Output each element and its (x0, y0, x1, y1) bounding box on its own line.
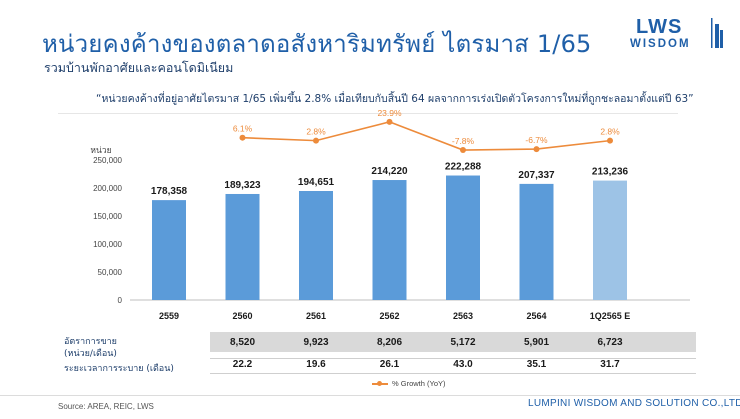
bar (519, 183, 554, 300)
bar (152, 200, 186, 300)
growth-point (313, 137, 319, 144)
y-tick-label: 200,000 (93, 184, 122, 193)
bar-value-label: 178,358 (151, 186, 188, 197)
y-tick-label: 0 (118, 296, 123, 305)
bar (446, 175, 480, 300)
lws-wisdom-logo: LWS WISDOM (628, 16, 728, 50)
divider (58, 113, 678, 114)
y-tick-label: 100,000 (93, 240, 122, 249)
category-label: 2561 (306, 311, 326, 321)
page-title: หน่วยคงค้างของตลาดอสังหาริมทรัพย์ ไตรมาส… (42, 30, 592, 58)
growth-point (239, 134, 246, 141)
category-label: 2559 (159, 311, 179, 321)
growth-line (242, 121, 611, 151)
category-label: 1Q2565 E (590, 311, 631, 321)
growth-label: 6.1% (233, 124, 253, 134)
category-label: 2560 (232, 311, 252, 321)
bar (372, 180, 407, 300)
quote-text: “หน่วยคงค้างที่อยู่อาศัยไตรมาส 1/65 เพิ่… (96, 93, 694, 105)
bar-value-label: 214,220 (371, 166, 408, 177)
y-tick-label: 50,000 (98, 268, 123, 277)
category-label: 2563 (453, 311, 473, 321)
growth-label: 2.8% (306, 127, 326, 137)
growth-label: 23.9% (377, 108, 402, 118)
growth-point (460, 147, 466, 154)
growth-label: -7.8% (452, 136, 475, 146)
growth-label: 2.8% (600, 127, 620, 137)
logo-line-2: WISDOM (630, 38, 691, 50)
growth-point (386, 118, 393, 125)
category-label: 2562 (379, 311, 399, 321)
category-label: 2564 (526, 311, 546, 321)
growth-point (607, 137, 613, 144)
building-icon (711, 18, 723, 48)
bar (593, 180, 627, 300)
bar-value-label: 207,337 (518, 170, 555, 181)
logo-line-1: LWS (636, 16, 683, 38)
y-tick-label: 250,000 (93, 156, 122, 165)
bar-value-label: 189,323 (224, 180, 261, 191)
bar-value-label: 213,236 (592, 167, 629, 178)
growth-label: -6.7% (525, 135, 548, 145)
bar (225, 193, 260, 300)
growth-point (533, 146, 540, 153)
bar (299, 190, 333, 300)
bar-value-label: 222,288 (445, 162, 482, 173)
y-tick-label: 150,000 (93, 212, 122, 221)
bar-value-label: 194,651 (298, 177, 335, 188)
source-note: Source: AREA, REIC, LWS (58, 402, 154, 411)
chart-legend: % Growth (YoY) (372, 379, 446, 388)
company-name: LUMPINI WISDOM AND SOLUTION CO.,LTD. (528, 398, 740, 409)
y-axis-label: หน่วย (90, 146, 111, 156)
page-subtitle: รวมบ้านพักอาศัยและคอนโดมิเนียม (44, 60, 234, 75)
legend-line-swatch (372, 381, 388, 387)
legend-label: % Growth (YoY) (392, 379, 446, 388)
footer-divider (0, 395, 740, 396)
